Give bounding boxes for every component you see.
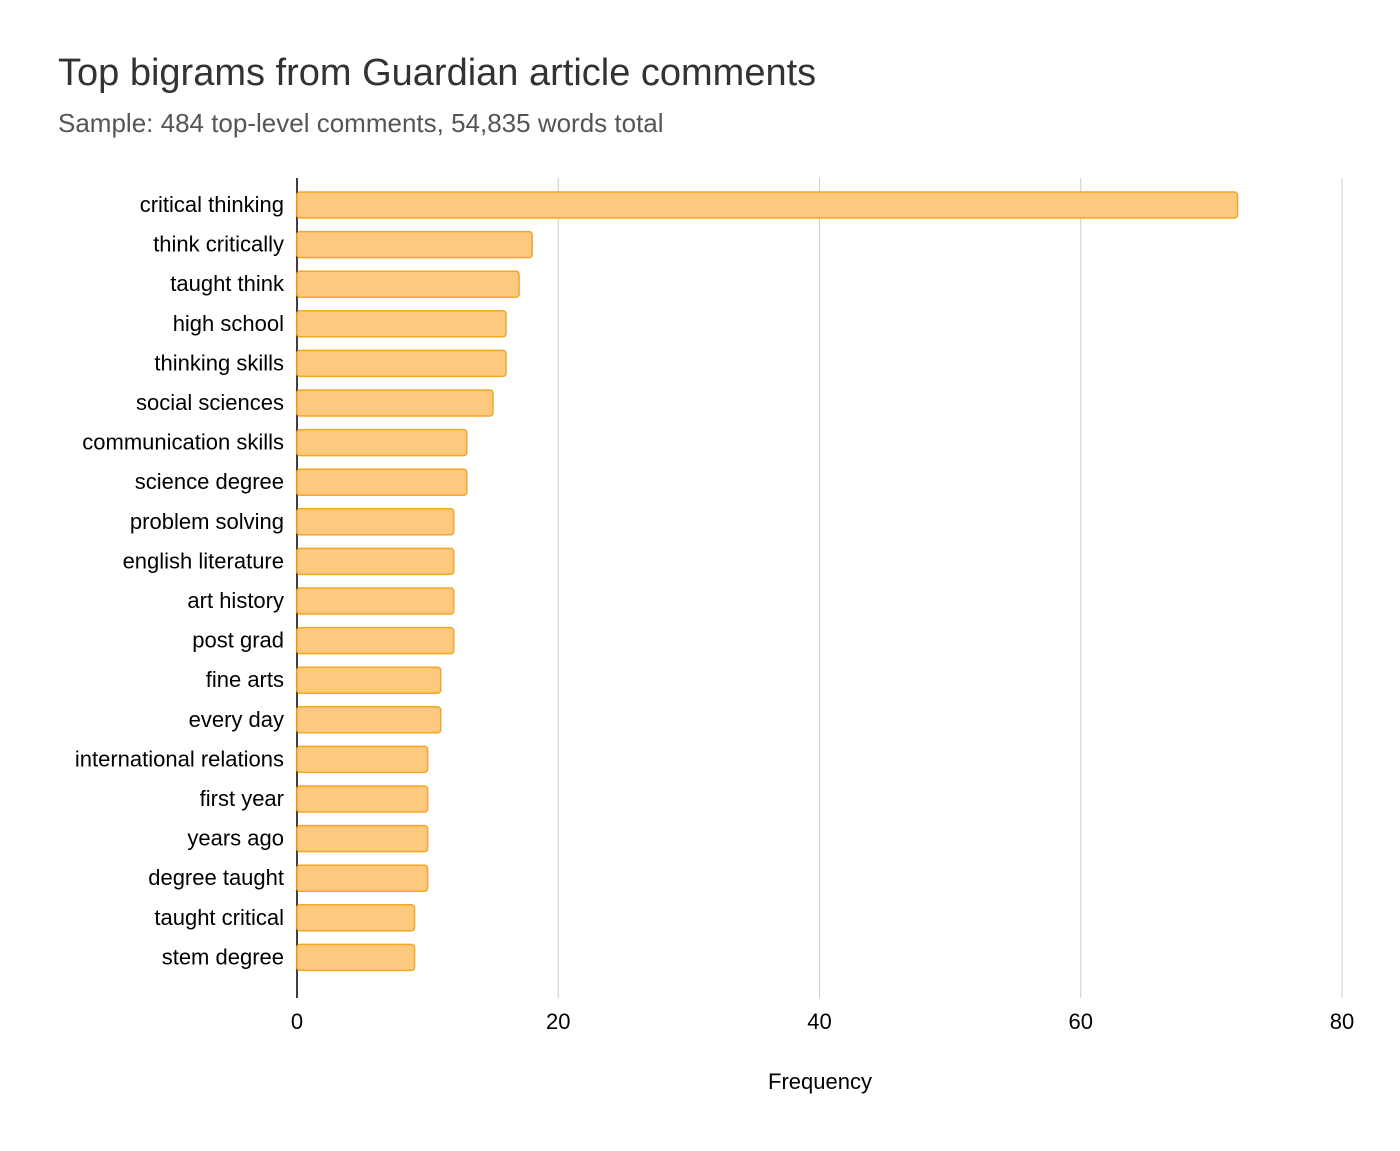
category-label: taught think: [170, 271, 285, 296]
category-label: high school: [173, 311, 284, 336]
bar: [296, 428, 468, 457]
category-label: communication skills: [82, 430, 284, 455]
category-label: stem degree: [162, 944, 284, 969]
bar: [296, 824, 429, 853]
bar: [296, 587, 455, 615]
category-label: international relations: [75, 746, 284, 771]
bar: [296, 864, 429, 892]
category-label: critical thinking: [140, 192, 284, 217]
bar: [296, 547, 455, 576]
bar: [296, 270, 520, 298]
bars: [296, 191, 1239, 972]
category-label: thinking skills: [154, 350, 284, 375]
category-label: problem solving: [130, 509, 284, 534]
category-label: science degree: [135, 469, 284, 494]
category-label: english literature: [123, 548, 284, 573]
chart-subtitle: Sample: 484 top-level comments, 54,835 w…: [58, 108, 664, 138]
bar: [296, 666, 442, 694]
x-tick-label: 20: [546, 1009, 570, 1034]
category-label: post grad: [192, 628, 284, 653]
category-label: think critically: [153, 232, 284, 257]
gridlines: [296, 178, 1343, 998]
bar: [296, 745, 429, 774]
bar: [296, 191, 1239, 219]
bar: [296, 230, 533, 259]
category-label: fine arts: [206, 667, 284, 692]
bar: [296, 626, 455, 655]
bar: [296, 468, 468, 496]
category-label: degree taught: [148, 865, 284, 890]
bar: [296, 943, 416, 972]
category-labels: critical thinking think critically taught …: [75, 192, 285, 969]
bar: [296, 508, 455, 536]
category-label: every day: [189, 707, 284, 732]
x-tick-label: 60: [1069, 1009, 1093, 1034]
category-label: art history: [187, 588, 284, 613]
x-tick-label: 0: [291, 1009, 303, 1034]
chart-title: Top bigrams from Guardian article commen…: [58, 52, 817, 94]
bar: [296, 904, 416, 932]
bar: [296, 349, 507, 378]
x-tick-label: 80: [1330, 1009, 1354, 1034]
x-axis-label: Frequency: [768, 1069, 872, 1094]
category-label: first year: [200, 786, 284, 811]
category-label: taught critical: [154, 905, 284, 930]
bar: [296, 785, 429, 813]
category-label: years ago: [187, 826, 284, 851]
x-tick-labels: 0 20 40 60 80: [291, 1009, 1354, 1034]
bar: [296, 389, 494, 417]
bar: [296, 706, 442, 734]
bar: [296, 310, 507, 338]
x-tick-label: 40: [807, 1009, 831, 1034]
category-label: social sciences: [136, 390, 284, 415]
